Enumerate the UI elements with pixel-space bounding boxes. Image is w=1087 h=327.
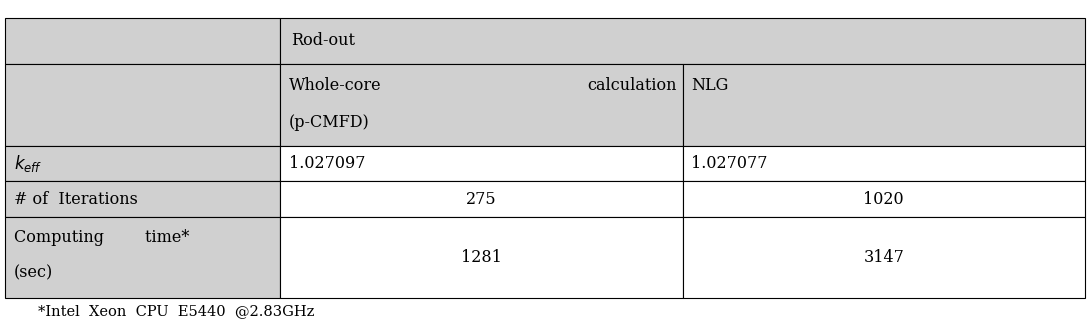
Bar (5, 181, 280, 217)
Bar (683, 181, 1085, 217)
Bar (5, 146, 280, 181)
Text: $k_{eff}$: $k_{eff}$ (14, 153, 42, 174)
Text: 3147: 3147 (863, 249, 904, 266)
Text: (sec): (sec) (14, 265, 53, 282)
Text: NLG: NLG (691, 77, 728, 94)
Bar (5, 217, 280, 298)
Bar (280, 18, 1085, 64)
Text: (p-CMFD): (p-CMFD) (289, 114, 370, 131)
Bar (683, 64, 1085, 146)
Text: 275: 275 (466, 191, 497, 208)
Bar (280, 181, 683, 217)
Text: calculation: calculation (588, 77, 677, 94)
Text: 1.027077: 1.027077 (691, 155, 767, 172)
Text: Whole-core: Whole-core (289, 77, 382, 94)
Bar (683, 146, 1085, 181)
Bar (5, 64, 280, 146)
Text: Rod-out: Rod-out (291, 32, 355, 49)
Bar (280, 146, 683, 181)
Text: 1281: 1281 (461, 249, 502, 266)
Text: 1.027097: 1.027097 (289, 155, 365, 172)
Text: *Intel  Xeon  CPU  E5440  @2.83GHz: *Intel Xeon CPU E5440 @2.83GHz (38, 304, 314, 318)
Text: Computing        time*: Computing time* (14, 229, 189, 246)
Bar (5, 18, 280, 64)
Bar (280, 64, 683, 146)
Text: # of  Iterations: # of Iterations (14, 191, 138, 208)
Bar (683, 217, 1085, 298)
Bar (280, 217, 683, 298)
Text: 1020: 1020 (863, 191, 904, 208)
